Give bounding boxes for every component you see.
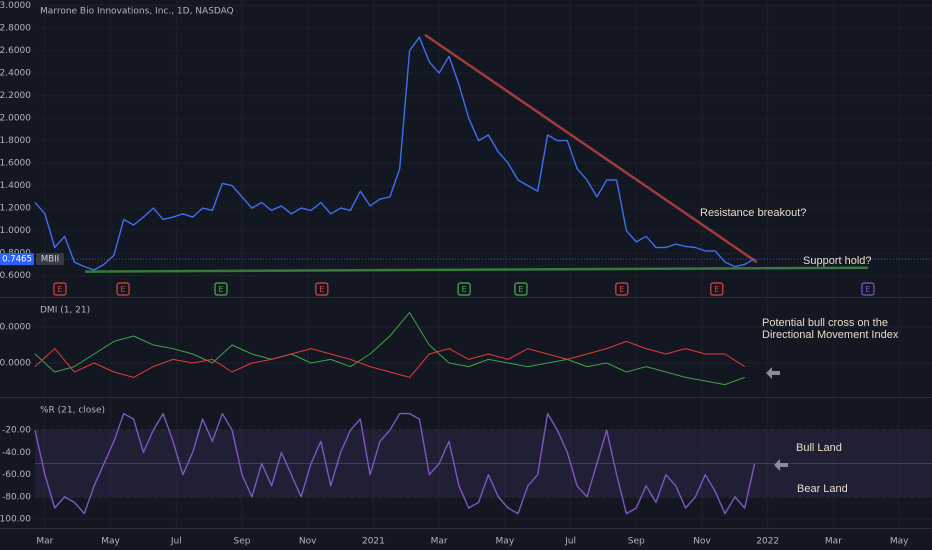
x-tick-label: Mar [36,537,53,547]
earnings-label: E [319,285,324,294]
y-tick-label: -80.00 [2,492,31,502]
y-tick-label: -60.00 [2,470,31,480]
x-tick-label: Nov [693,537,711,547]
earnings-marker [514,282,528,296]
y-tick-label: -40.00 [2,448,31,458]
y-tick-label: 0.6000 [0,271,31,281]
x-tick-label: Mar [825,537,842,547]
earnings-marker [116,282,130,296]
x-tick-label: Sep [628,537,645,547]
x-tick-label: Sep [234,537,251,547]
y-tick-label: 2.2000 [0,91,31,101]
y-tick-label: 1.6000 [0,159,31,169]
annotation: Directional Movement Index [762,329,899,341]
y-tick-label: 1.0000 [0,226,31,236]
y-tick-label: 1.2000 [0,204,31,214]
arrow [774,459,788,471]
earnings-marker [457,282,471,296]
symbol-label: MBII [41,255,59,265]
pane-title: Marrone Bio Innovations, Inc., 1D, NASDA… [40,7,234,17]
earnings-label: E [218,285,223,294]
y-tick-label: 3.0000 [0,1,31,11]
y-tick-label: 1.8000 [0,136,31,146]
series-line [34,36,755,271]
annotation: Support hold? [803,255,872,267]
x-tick-label: May [890,537,909,547]
last-price-label: 0.7465 [2,255,32,265]
earnings-label: E [57,285,62,294]
grid [35,0,932,528]
y-tick-label: 20.0000 [0,358,31,368]
y-tick-label: 2.6000 [0,46,31,56]
x-tick-label: Mar [431,537,448,547]
x-tick-label: Nov [299,537,317,547]
earnings-marker [615,282,629,296]
x-tick-label: 2021 [362,537,385,547]
trend-line [84,266,868,273]
earnings-marker [861,282,875,296]
earnings-label: E [865,285,870,294]
last-price-box [0,253,34,266]
x-tick-label: May [496,537,515,547]
pane-title: DMI (1, 21) [40,306,90,316]
earnings-label: E [619,285,624,294]
series-line [34,312,745,386]
earnings-marker [214,282,228,296]
earnings-marker [710,282,724,296]
x-tick-label: 2022 [756,537,779,547]
annotation: Potential bull cross on the [762,317,888,329]
earnings-marker [315,282,329,296]
y-tick-label: 1.4000 [0,181,31,191]
y-tick-label: 2.8000 [0,24,31,34]
x-tick-label: May [101,537,120,547]
earnings-label: E [714,285,719,294]
earnings-marker [53,282,67,296]
series-line [34,412,756,515]
earnings-label: E [121,285,126,294]
y-tick-label: 40.0000 [0,322,31,332]
trend-line [424,33,758,264]
x-tick-label: Jul [170,537,182,547]
y-tick-label: -20.00 [2,426,31,436]
earnings-label: E [518,285,523,294]
annotation: Resistance breakout? [700,207,806,219]
annotation: Bear Land [797,483,848,495]
y-tick-label: -100.00 [0,515,31,525]
pane-title: %R (21, close) [40,406,105,416]
x-tick-label: Jul [564,537,576,547]
y-tick-label: 2.4000 [0,69,31,79]
series-line [34,340,745,378]
earnings-label: E [462,285,467,294]
annotation: Bull Land [796,442,842,454]
y-tick-label: 2.0000 [0,114,31,124]
marks [34,33,932,515]
arrow [766,367,780,379]
symbol-box [36,253,64,266]
